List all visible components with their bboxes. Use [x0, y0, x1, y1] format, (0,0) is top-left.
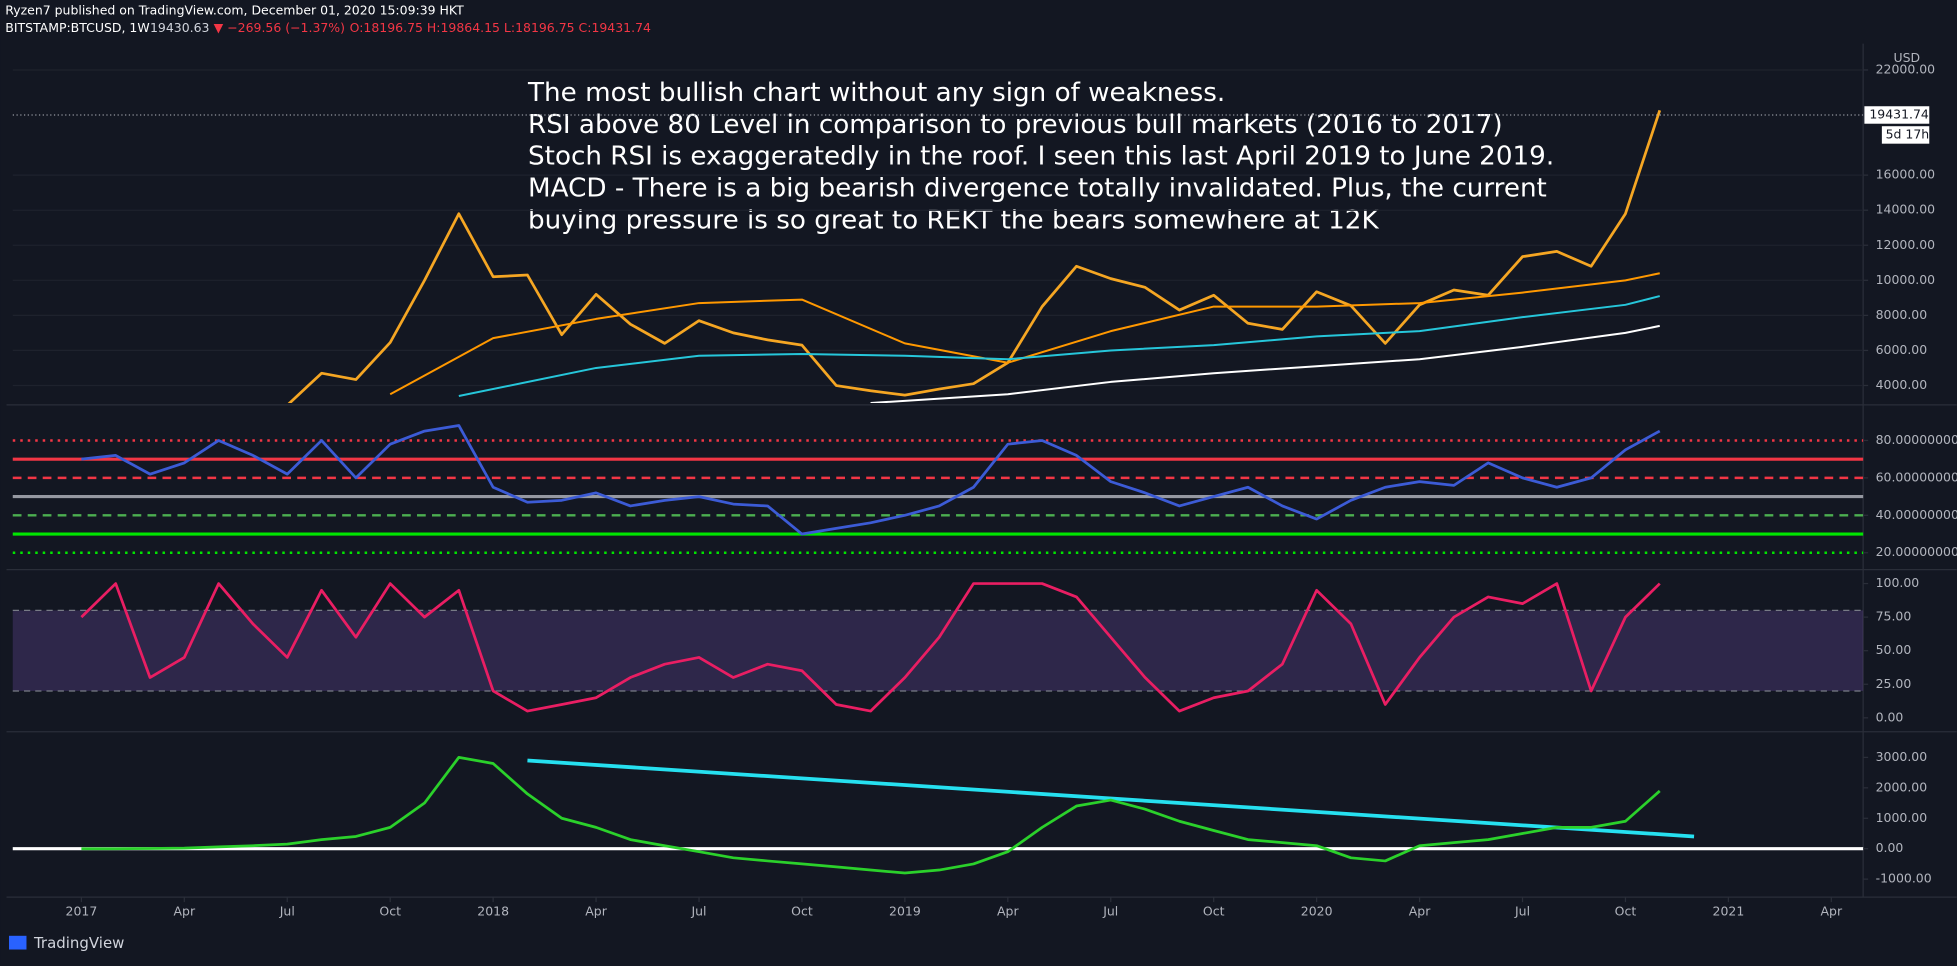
x-tick-label: Apr [1821, 904, 1843, 919]
y-tick-label: 1000.00 [1876, 810, 1928, 825]
y-tick-label: 0.00 [1876, 709, 1904, 724]
y-tick-label: 100.00 [1876, 575, 1920, 590]
y-tick-label: 10000.00 [1876, 272, 1936, 287]
x-tick-label: 2020 [1301, 904, 1333, 919]
price-line [81, 424, 1661, 536]
y-tick-label: -1000.00 [1876, 871, 1932, 886]
pane [12, 755, 1864, 875]
y-tick-label: 4000.00 [1876, 377, 1928, 392]
trendline [527, 758, 1695, 839]
y-tick-label: 8000.00 [1876, 307, 1928, 322]
ma-line [389, 272, 1660, 396]
x-tick-label: Apr [1409, 904, 1431, 919]
pane [12, 424, 1864, 554]
y-tick-label: 25.00 [1876, 676, 1912, 691]
x-tick-label: Jul [279, 904, 295, 919]
y-tick-label: 2000.00 [1876, 779, 1928, 794]
pane [12, 69, 1864, 404]
countdown: 5d 17h [1886, 126, 1930, 141]
y-tick-label: 50.00 [1876, 642, 1912, 657]
x-tick-label: Jul [1102, 904, 1118, 919]
x-tick-label: Oct [379, 904, 401, 919]
price-line [81, 755, 1661, 875]
y-tick-label: 12000.00 [1876, 237, 1936, 252]
x-tick-label: Apr [585, 904, 607, 919]
ma-line [458, 295, 1661, 398]
y-tick-label: 22000.00 [1876, 61, 1936, 76]
change: ▼ −269.56 (−1.37%) [214, 20, 345, 35]
publisher: Ryzen7 published on TradingView.com, Dec… [5, 3, 464, 18]
price-line [287, 109, 1662, 404]
annotation: The most bullish chart without any sign … [527, 78, 1225, 108]
symbol: BITSTAMP:BTCUSD, 1W [5, 20, 149, 35]
x-tick-label: Apr [997, 904, 1019, 919]
countdown-tag [1881, 126, 1930, 144]
annotation: RSI above 80 Level in comparison to prev… [528, 110, 1503, 140]
x-tick-label: 2018 [477, 904, 509, 919]
y-tick-label: 80.000000000 [1876, 432, 1957, 447]
logo [9, 935, 27, 950]
x-tick-label: Oct [1615, 904, 1637, 919]
y-tick-label: 40.000000000 [1876, 507, 1957, 522]
y-tick-label: 3000.00 [1876, 749, 1928, 764]
x-tick-label: 2021 [1713, 904, 1745, 919]
price-tag-label: 19431.74 [1869, 106, 1929, 121]
x-tick-label: 2019 [889, 904, 921, 919]
y-tick-label: 14000.00 [1876, 202, 1936, 217]
annotation: MACD - There is a big bearish divergence… [528, 174, 1547, 204]
last: 19430.63 [150, 20, 209, 35]
y-tick-label: 16000.00 [1876, 167, 1936, 182]
ma-line [870, 324, 1660, 404]
y-tick-label: 75.00 [1876, 609, 1912, 624]
footer: TradingView [33, 934, 124, 952]
y-tick-label: 0.00 [1876, 840, 1904, 855]
annotation: Stoch RSI is exaggeratedly in the roof. … [528, 142, 1554, 172]
ohlc: O:18196.75 H:19864.15 L:18196.75 C:19431… [350, 20, 651, 35]
x-tick-label: Oct [791, 904, 813, 919]
x-tick-label: 2017 [66, 904, 98, 919]
price-tag [1864, 106, 1930, 124]
y-tick-label: 60.000000000 [1876, 469, 1957, 484]
x-tick-label: Apr [174, 904, 196, 919]
x-tick-label: Oct [1203, 904, 1225, 919]
band [12, 610, 1864, 691]
x-tick-label: Jul [1514, 904, 1530, 919]
price-line [80, 582, 1661, 713]
currency: USD [1893, 50, 1920, 65]
pane [12, 582, 1864, 713]
x-tick-label: Jul [690, 904, 706, 919]
y-tick-label: 20.000000000 [1876, 544, 1957, 559]
y-tick-label: 6000.00 [1876, 342, 1928, 357]
